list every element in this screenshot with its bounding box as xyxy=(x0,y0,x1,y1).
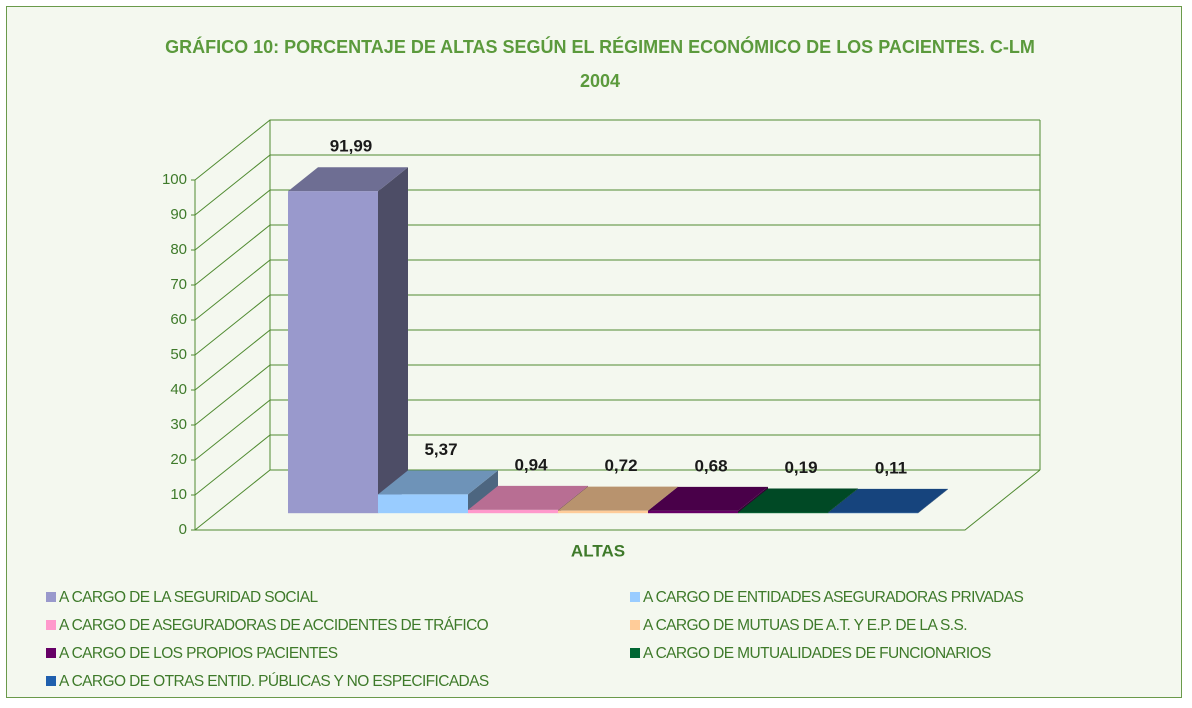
bar-top xyxy=(648,486,768,511)
bars: 91,99 5,37 0,94 0,72 0,68 0,19 0,11 xyxy=(288,137,948,514)
y-tick-label: 10 xyxy=(170,486,187,503)
y-tick-label: 40 xyxy=(170,381,187,398)
bar-front xyxy=(468,509,558,514)
bar-top xyxy=(378,470,498,495)
legend-label: A CARGO DE MUTUALIDADES DE FUNCIONARIOS xyxy=(643,645,991,662)
legend-label: A CARGO DE LA SEGURIDAD SOCIAL xyxy=(59,589,318,606)
grid-line xyxy=(194,189,1040,251)
y-tick-label: 90 xyxy=(170,206,187,223)
bar-top xyxy=(558,486,678,511)
grid-line xyxy=(194,154,1040,216)
bar-front xyxy=(288,191,378,514)
grid-line xyxy=(194,469,1040,531)
y-tick-label: 50 xyxy=(170,346,187,363)
y-tick-label: 0 xyxy=(179,521,187,538)
y-tick-label: 30 xyxy=(170,416,187,433)
value-label: 0,11 xyxy=(875,458,907,477)
y-tick-label: 70 xyxy=(170,276,187,293)
grid-line xyxy=(194,434,1040,496)
legend-label: A CARGO DE ENTIDADES ASEGURADORAS PRIVAD… xyxy=(643,589,1023,606)
grid-line xyxy=(194,259,1040,321)
value-label: 0,19 xyxy=(784,458,817,477)
bar-front xyxy=(378,494,468,514)
y-tick-label: 100 xyxy=(162,171,187,188)
value-label: 0,68 xyxy=(694,456,727,475)
y-tick-label: 80 xyxy=(170,241,187,258)
bar-top xyxy=(828,488,948,513)
bar-side xyxy=(918,488,948,514)
legend-swatch xyxy=(630,620,640,630)
legend-swatch xyxy=(46,620,56,630)
legend-swatch xyxy=(630,648,640,658)
legend-swatch xyxy=(46,592,56,602)
grid: 0 10 20 30 40 50 60 70 80 90 100 xyxy=(162,119,1041,538)
legend-label: A CARGO DE ASEGURADORAS DE ACCIDENTES DE… xyxy=(59,617,489,634)
chart-frame xyxy=(6,6,1182,698)
value-label: 0,72 xyxy=(604,456,637,475)
bar-side xyxy=(378,167,408,514)
y-tick-label: 60 xyxy=(170,311,187,328)
grid-line xyxy=(194,224,1040,286)
bar-front xyxy=(648,510,738,514)
bar-top xyxy=(738,488,858,513)
floor-edge xyxy=(195,469,1041,531)
legend-label: A CARGO DE MUTUAS DE A.T. Y E.P. DE LA S… xyxy=(643,617,967,634)
bar-top xyxy=(288,167,408,192)
grid-line xyxy=(194,329,1040,391)
bar xyxy=(288,167,408,514)
grid-line xyxy=(194,294,1040,356)
value-label: 5,37 xyxy=(424,440,457,459)
value-label: 0,94 xyxy=(514,455,548,474)
grid-line xyxy=(194,399,1040,461)
chart-title: GRÁFICO 10: PORCENTAJE DE ALTAS SEGÚN EL… xyxy=(165,37,1035,91)
y-tick-label: 20 xyxy=(170,451,187,468)
legend-swatch xyxy=(630,592,640,602)
grid-line xyxy=(194,119,1040,181)
bar-front xyxy=(738,512,828,514)
x-category-label: ALTAS xyxy=(571,541,625,560)
bar-front xyxy=(558,510,648,514)
legend-label: A CARGO DE LOS PROPIOS PACIENTES xyxy=(59,645,338,662)
value-label: 91,99 xyxy=(330,137,373,156)
bar-side xyxy=(468,470,498,514)
bar xyxy=(378,470,498,514)
bar xyxy=(828,488,948,514)
grid-line xyxy=(194,364,1040,426)
legend-swatch xyxy=(46,648,56,658)
legend-swatch xyxy=(46,676,56,686)
legend-label: A CARGO DE OTRAS ENTID. PÚBLICAS Y NO ES… xyxy=(59,673,489,690)
bar-top xyxy=(468,485,588,510)
